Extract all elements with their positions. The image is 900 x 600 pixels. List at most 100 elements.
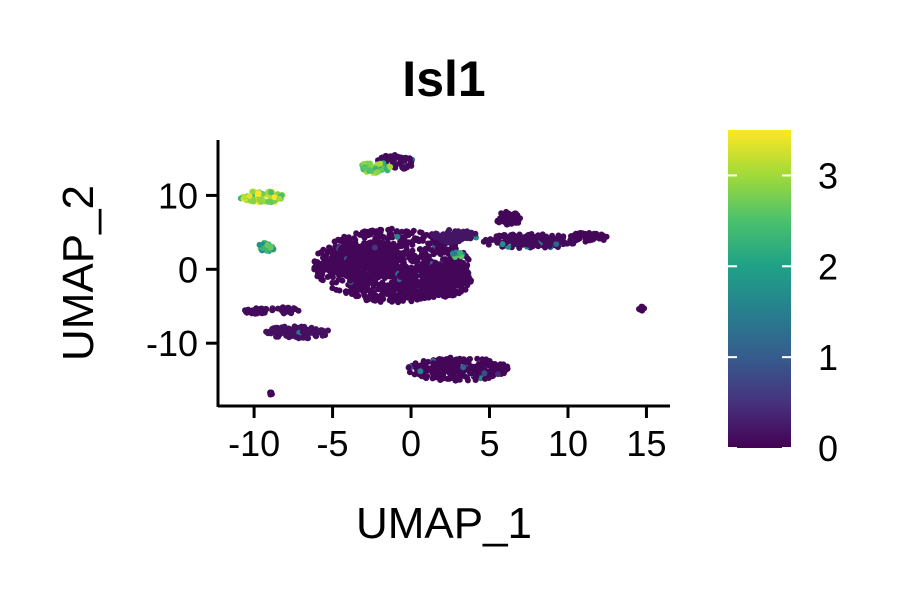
point <box>457 249 464 256</box>
point <box>365 296 372 303</box>
colorbar-tick-label: 3 <box>818 155 838 196</box>
point <box>495 371 501 378</box>
point <box>246 193 253 199</box>
point <box>570 240 577 247</box>
point <box>433 249 440 256</box>
y-axis-label: UMAP_2 <box>54 185 103 361</box>
x-axis-label: UMAP_1 <box>356 499 532 548</box>
point <box>408 230 415 237</box>
point <box>488 367 495 373</box>
point <box>543 236 550 243</box>
chart-title: Isl1 <box>402 51 486 107</box>
point <box>441 291 448 298</box>
point <box>596 235 603 242</box>
point <box>313 326 319 333</box>
point <box>322 328 329 335</box>
point <box>344 238 351 245</box>
point <box>411 362 418 368</box>
point <box>299 328 306 335</box>
colorbar-tick-label: 2 <box>818 246 838 287</box>
point <box>263 328 270 335</box>
point <box>464 262 471 269</box>
point <box>393 255 400 262</box>
point <box>383 245 389 252</box>
point <box>361 234 368 241</box>
point <box>255 191 262 198</box>
point <box>338 261 345 268</box>
point <box>286 309 293 315</box>
point <box>419 250 425 257</box>
point <box>451 250 458 257</box>
point <box>393 228 400 235</box>
point <box>408 298 415 305</box>
point <box>419 273 426 280</box>
point <box>279 327 286 334</box>
point <box>444 375 451 382</box>
cluster-1 <box>327 240 400 284</box>
point <box>396 242 403 248</box>
point <box>387 163 394 170</box>
point <box>281 307 288 314</box>
point <box>329 274 336 281</box>
point <box>577 229 584 236</box>
point <box>291 325 298 332</box>
point <box>472 230 479 237</box>
point <box>487 236 494 243</box>
point <box>542 244 549 251</box>
point <box>497 233 504 240</box>
point <box>482 375 488 382</box>
point <box>535 243 542 250</box>
cluster-6 <box>494 208 523 228</box>
x-tick-label: -5 <box>317 423 349 464</box>
point <box>492 361 499 368</box>
point <box>505 236 512 243</box>
point <box>372 251 378 258</box>
point <box>422 264 429 271</box>
point <box>446 261 453 268</box>
point <box>528 231 535 237</box>
point <box>329 285 336 292</box>
point <box>389 298 395 305</box>
x-tick-label: -10 <box>228 423 280 464</box>
point <box>399 284 406 291</box>
point <box>514 212 521 219</box>
point <box>378 226 385 233</box>
point <box>283 332 290 339</box>
point <box>412 268 419 275</box>
point <box>300 334 307 341</box>
colorbar-tick-label: 0 <box>818 428 838 469</box>
point <box>443 246 450 253</box>
point <box>384 239 391 246</box>
point <box>401 155 408 161</box>
point <box>378 266 385 272</box>
point <box>503 366 510 372</box>
cluster-5 <box>568 229 610 245</box>
point <box>405 364 412 371</box>
point <box>319 332 326 339</box>
point <box>362 228 369 235</box>
point <box>426 240 433 247</box>
point <box>465 256 472 263</box>
point <box>367 228 374 235</box>
point <box>436 235 443 242</box>
cluster-16 <box>267 389 275 398</box>
point <box>408 264 415 271</box>
point <box>245 306 252 313</box>
point <box>382 152 389 159</box>
point <box>454 366 461 373</box>
point <box>329 279 336 286</box>
point <box>406 369 413 376</box>
point <box>420 255 427 261</box>
point <box>523 234 530 241</box>
point <box>368 268 375 275</box>
point <box>585 234 591 241</box>
point <box>356 286 363 293</box>
point <box>411 290 418 297</box>
point <box>248 310 255 317</box>
point <box>267 244 274 251</box>
point <box>466 366 473 373</box>
point <box>391 275 398 281</box>
point <box>290 305 297 312</box>
point <box>443 280 450 287</box>
